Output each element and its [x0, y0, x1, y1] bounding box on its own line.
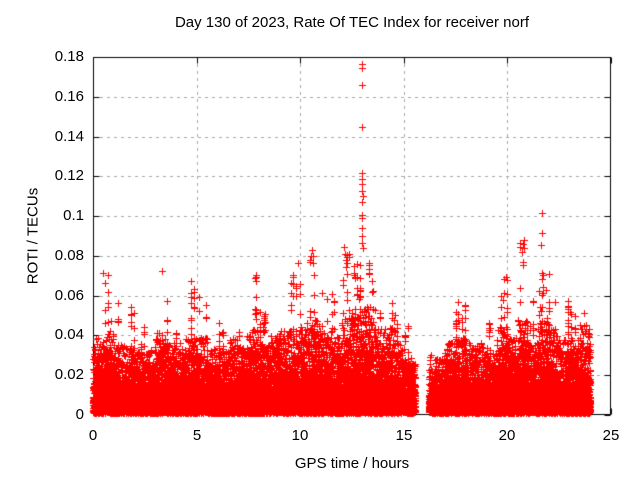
y-tick-label: 0.02 [54, 366, 84, 383]
x-tick-label: 20 [498, 427, 516, 444]
y-tick-label: 0 [75, 406, 84, 423]
x-axis-label: GPS time / hours [294, 455, 410, 472]
x-tick-label: 5 [192, 427, 202, 444]
x-tick-label: 10 [291, 427, 309, 444]
y-tick-label: 0.18 [54, 48, 84, 65]
y-tick-label: 0.08 [54, 247, 84, 264]
y-tick-label: 0.04 [54, 326, 84, 343]
y-axis-label: ROTI / TECUs [24, 187, 42, 285]
y-tick-label: 0.12 [54, 167, 84, 184]
x-tick-label: 25 [602, 427, 620, 444]
y-tick-label: 0.1 [63, 207, 84, 224]
chart-title: Day 130 of 2023, Rate Of TEC Index for r… [174, 14, 530, 31]
x-tick-label: 15 [395, 427, 413, 444]
x-tick-label: 0 [88, 427, 98, 444]
y-tick-label: 0.14 [54, 128, 84, 145]
y-tick-label: 0.16 [54, 88, 84, 105]
y-tick-label: 0.06 [54, 287, 84, 304]
